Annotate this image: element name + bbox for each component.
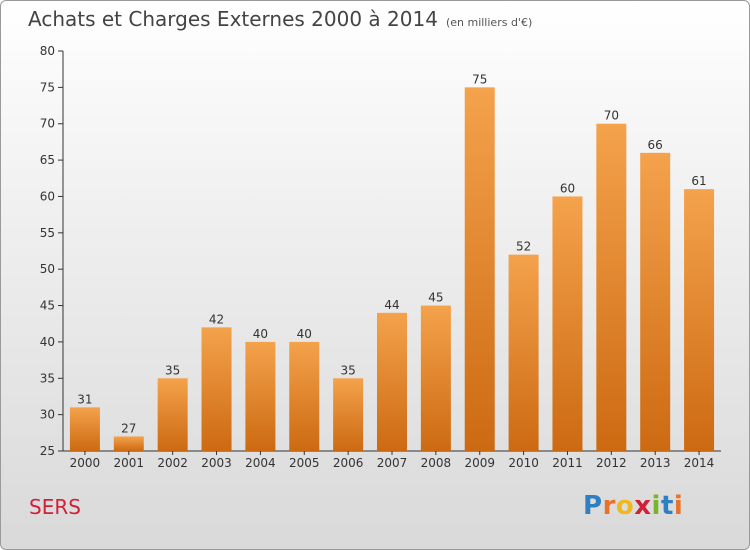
logo-letter: t (660, 491, 674, 521)
bar (333, 378, 364, 451)
x-tick-label: 2013 (640, 456, 671, 470)
bar-value-label: 27 (121, 421, 136, 435)
bar-value-label: 45 (428, 291, 443, 305)
bar-value-label: 52 (516, 240, 531, 254)
x-tick-label: 2003 (201, 456, 232, 470)
logo-letter: i (673, 491, 684, 521)
x-tick-label: 2008 (421, 456, 452, 470)
y-tick-label: 75 (40, 80, 55, 94)
x-tick-label: 2014 (684, 456, 715, 470)
bar (640, 152, 671, 451)
y-tick-label: 65 (40, 153, 55, 167)
chart-title-text: Achats et Charges Externes 2000 à 2014 (28, 7, 438, 31)
x-tick-label: 2009 (464, 456, 495, 470)
proxiti-logo[interactable]: Proxiti (583, 491, 683, 521)
x-tick-label: 2011 (552, 456, 583, 470)
x-tick-label: 2007 (377, 456, 408, 470)
y-tick-label: 80 (40, 44, 55, 58)
logo-letter: r (602, 491, 616, 521)
bar-value-label: 40 (297, 327, 312, 341)
y-tick-label: 50 (40, 262, 55, 276)
bar (201, 327, 232, 451)
x-tick-label: 2002 (157, 456, 188, 470)
bar (508, 254, 539, 451)
x-tick-label: 2005 (289, 456, 320, 470)
bar-value-label: 44 (384, 298, 399, 312)
x-tick-label: 2012 (596, 456, 627, 470)
y-tick-label: 45 (40, 299, 55, 313)
x-tick-label: 2010 (508, 456, 539, 470)
bar (113, 436, 144, 451)
axes: 25 30 35 40 45 50 55 60 65 70 75 80 2000 2001 2002 2003… (40, 44, 721, 470)
bar (552, 196, 583, 451)
logo-letter: P (583, 491, 603, 521)
bar (69, 407, 100, 451)
x-tick-label: 2000 (70, 456, 101, 470)
bar (245, 341, 276, 451)
bar-value-label: 42 (209, 312, 224, 326)
bar-value-label: 35 (340, 363, 355, 377)
y-tick-label: 60 (40, 189, 55, 203)
bar (289, 341, 320, 451)
y-tick-label: 40 (40, 335, 55, 349)
bar (596, 123, 627, 452)
bar-value-label: 40 (253, 327, 268, 341)
commune-name: SERS (29, 495, 81, 519)
bar-value-label: 31 (77, 392, 92, 406)
y-tick-label: 25 (40, 444, 55, 458)
bars: 31 27 35 42 40 40 35 44 45 75 52 60 70 66 61 (69, 72, 715, 452)
y-tick-label: 70 (40, 117, 55, 131)
x-tick-label: 2006 (333, 456, 364, 470)
bar (684, 189, 715, 451)
bar-value-label: 66 (648, 138, 663, 152)
chart-title: Achats et Charges Externes 2000 à 2014 (e… (28, 7, 532, 31)
y-tick-label: 35 (40, 371, 55, 385)
bar-value-label: 60 (560, 181, 575, 195)
x-tick-label: 2004 (245, 456, 276, 470)
logo-letter: o (615, 491, 635, 521)
x-tick-label: 2001 (114, 456, 145, 470)
bar-value-label: 35 (165, 363, 180, 377)
bar (377, 312, 407, 451)
bar-value-label: 61 (691, 174, 706, 188)
y-tick-label: 55 (40, 226, 55, 240)
logo-letter: x (634, 491, 652, 521)
bar (157, 378, 188, 451)
bar-value-label: 75 (472, 72, 487, 86)
bar (420, 305, 451, 451)
bar (464, 87, 495, 451)
chart-subtitle: (en milliers d'€) (445, 16, 533, 29)
y-tick-label: 30 (40, 408, 55, 422)
logo-letter: i (651, 491, 661, 521)
bar-value-label: 70 (604, 109, 619, 123)
